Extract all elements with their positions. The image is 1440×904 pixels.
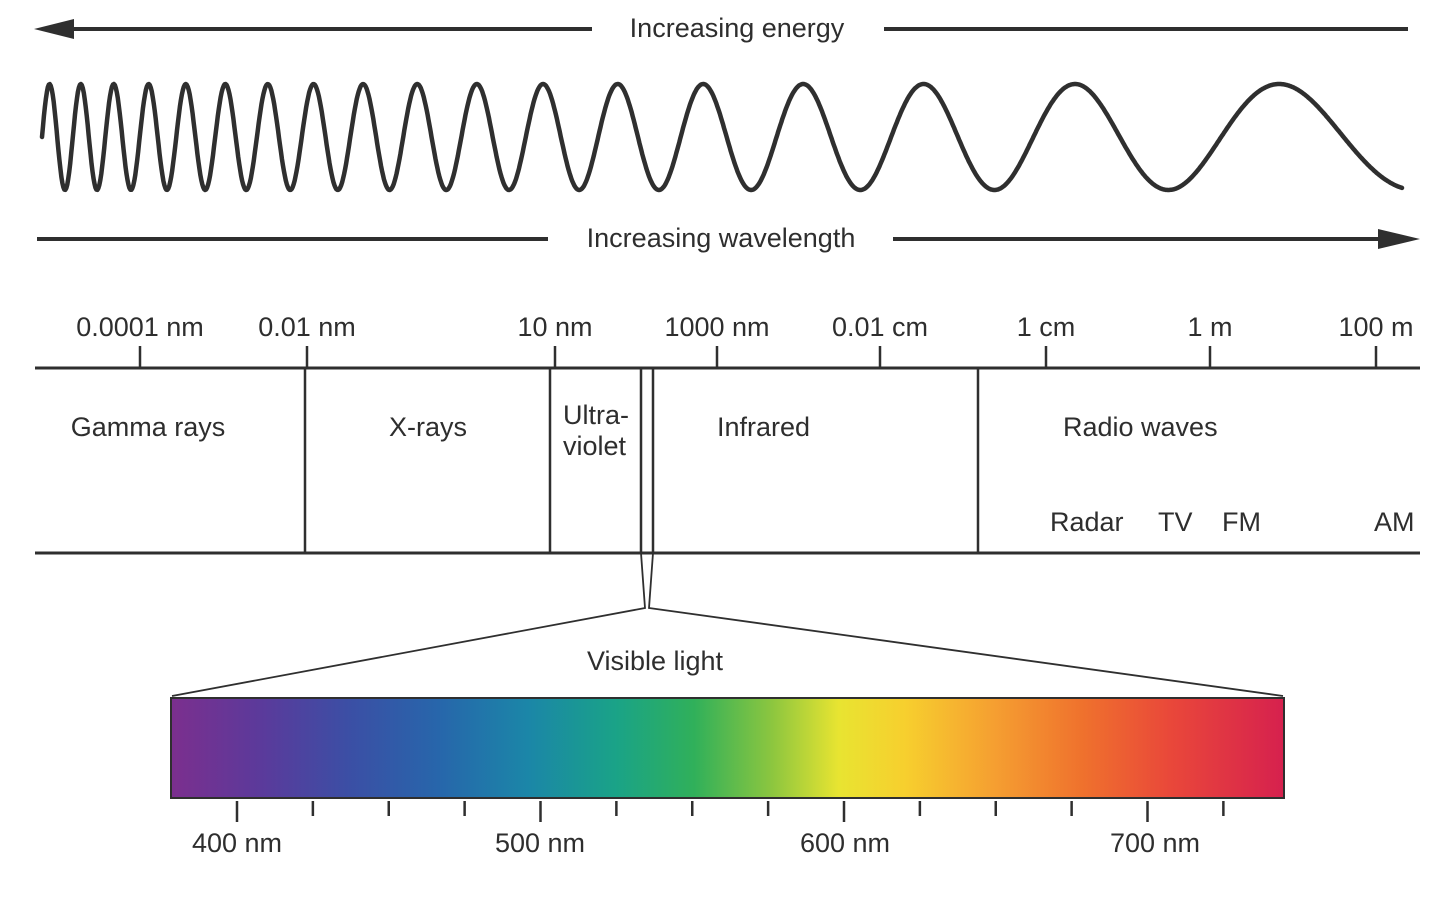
visible-funnel <box>171 552 1284 697</box>
left-arrowhead-icon <box>34 19 74 39</box>
radio-sub-label-tv: TV <box>1158 507 1193 537</box>
increasing-energy-label: Increasing energy <box>629 13 845 43</box>
scale-label-0-01cm: 0.01 cm <box>831 312 929 342</box>
radio-sub-label-am: AM <box>1374 507 1415 537</box>
visible-tick-label-600nm: 600 nm <box>799 828 891 858</box>
band-label-radio-waves: Radio waves <box>1063 412 1218 442</box>
scale-label-10nm: 10 nm <box>517 312 593 342</box>
scale-label-1cm: 1 cm <box>1016 312 1076 342</box>
visible-tick-label-700nm: 700 nm <box>1109 828 1201 858</box>
band-label-x-rays: X-rays <box>388 412 468 442</box>
scale-label-0-0001nm: 0.0001 nm <box>76 312 204 342</box>
visible-light-title: Visible light <box>586 646 724 676</box>
increasing-wavelength-label: Increasing wavelength <box>586 223 856 253</box>
band-label-gamma-rays: Gamma rays <box>70 412 226 442</box>
energy-arrow <box>34 19 1408 39</box>
scale-label-100m: 100 m <box>1338 312 1414 342</box>
visible-tick-label-400nm: 400 nm <box>191 828 283 858</box>
radio-sub-label-fm: FM <box>1222 507 1261 537</box>
band-label-violet: violet <box>563 431 627 461</box>
band-frame <box>35 366 1420 555</box>
band-label-ultra: Ultra- <box>563 400 629 430</box>
scale-label-1m: 1 m <box>1187 312 1233 342</box>
wavelength-arrow <box>37 229 1420 249</box>
band-label-infrared: Infrared <box>717 412 811 442</box>
scale-label-0-01nm: 0.01 nm <box>258 312 356 342</box>
visible-tick-label-500nm: 500 nm <box>494 828 586 858</box>
scale-ticks <box>138 346 1378 368</box>
wave-curve <box>39 81 1405 193</box>
radio-sub-label-radar: Radar <box>1050 507 1124 537</box>
right-arrowhead-icon <box>1378 229 1420 249</box>
visible-spectrum-bar <box>170 697 1285 799</box>
scale-label-1000nm: 1000 nm <box>664 312 770 342</box>
